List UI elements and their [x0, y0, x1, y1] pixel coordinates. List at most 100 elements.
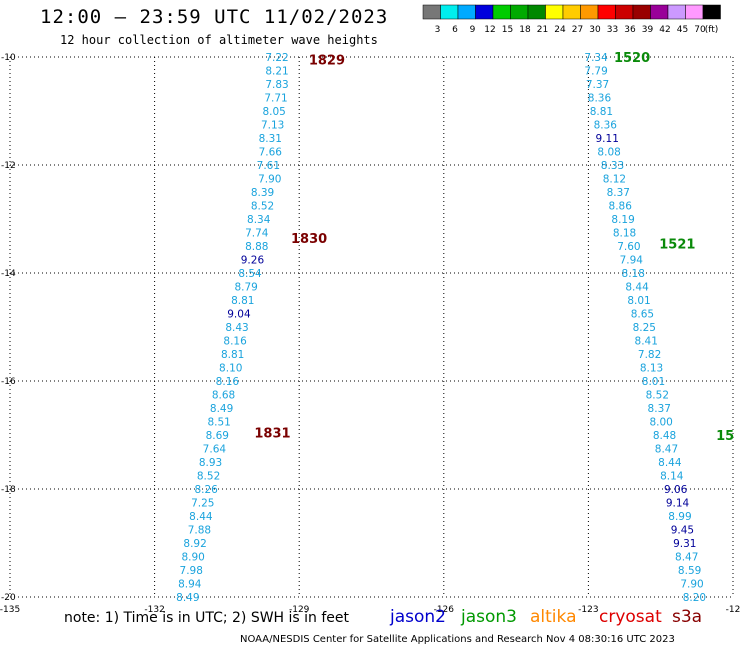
wave-height-label: 8.21: [265, 66, 288, 78]
x-tick-label: -135: [0, 605, 20, 615]
legend-tick-label: 36: [624, 25, 636, 35]
mission-label-cryosat: cryosat: [599, 607, 662, 627]
mission-label-altika: altika: [530, 607, 577, 627]
legend-tick-label: 6: [452, 25, 458, 35]
wave-height-label: 7.25: [191, 498, 214, 510]
wave-height-label: 8.47: [675, 552, 698, 564]
wave-height-label: 7.83: [265, 79, 288, 91]
color-legend: 3 6 9 12 15 18 21 24 27 30 33 36 39 42 45 70(ft): [422, 4, 721, 35]
wave-height-label: 7.88: [188, 525, 211, 537]
wave-height-label: 8.16: [216, 376, 240, 388]
wave-height-label: 8.08: [597, 147, 620, 159]
x-tick-label: -132: [144, 605, 164, 615]
wave-height-label: 8.47: [655, 444, 678, 456]
wave-height-label: 7.34: [584, 52, 608, 64]
wave-height-label: 8.81: [231, 295, 254, 307]
wave-height-label: 8.69: [206, 430, 229, 442]
wave-height-label: 8.19: [611, 214, 634, 226]
pass-time-label: 1829: [309, 54, 345, 69]
legend-tick-label: 45: [677, 25, 688, 35]
wave-height-label: 7.98: [180, 565, 203, 577]
wave-height-label: 8.59: [678, 565, 701, 577]
pass-time-label: 15: [716, 429, 734, 444]
wave-height-label: 7.37: [586, 79, 609, 91]
x-tick-label: -126: [434, 605, 455, 615]
footnote: note: 1) Time is in UTC; 2) SWH is in fe…: [64, 610, 350, 626]
y-tick-label: -14: [1, 269, 16, 279]
wave-height-label: 8.68: [212, 390, 235, 402]
pass-time-label: 1831: [254, 426, 290, 441]
wave-height-label: 8.18: [613, 228, 636, 240]
wave-height-label: 8.54: [238, 268, 262, 280]
y-tick-label: -18: [1, 485, 16, 495]
x-tick-label: -123: [578, 605, 598, 615]
wave-height-label: 8.86: [609, 201, 633, 213]
wave-height-label: 9.45: [671, 525, 694, 537]
wave-height-label: 8.44: [189, 511, 213, 523]
legend-tick-label: 24: [554, 25, 566, 35]
mission-label-jason2: jason2: [390, 607, 446, 627]
wave-height-label: 8.36: [588, 93, 612, 105]
wave-height-label: 9.04: [227, 309, 251, 321]
wave-height-label: 8.33: [601, 160, 624, 172]
wave-height-label: 7.13: [261, 120, 284, 132]
legend-tick-label: 9: [470, 25, 476, 35]
wave-height-label: 8.41: [635, 336, 658, 348]
wave-height-label: 7.90: [258, 174, 281, 186]
wave-height-label: 7.82: [638, 349, 661, 361]
wave-height-label: 8.37: [607, 187, 630, 199]
wave-height-label: 7.60: [617, 241, 640, 253]
wave-height-label: 7.79: [584, 66, 607, 78]
legend-unit-label: (ft): [705, 25, 719, 35]
wave-height-label: 8.99: [668, 511, 691, 523]
credit-line: NOAA/NESDIS Center for Satellite Applica…: [240, 634, 675, 645]
wave-height-label: 8.26: [194, 484, 218, 496]
wave-height-label: 7.71: [264, 93, 287, 105]
wave-height-label: 8.10: [219, 363, 242, 375]
wave-height-label: 7.22: [265, 52, 288, 64]
legend-tick-label: 70: [694, 25, 706, 35]
wave-height-label: 8.31: [259, 133, 282, 145]
mission-label-jason3: jason3: [461, 607, 517, 627]
map-subtitle: 12 hour collection of altimeter wave hei…: [60, 33, 378, 47]
mission-label-s3a: s3a: [672, 607, 703, 627]
y-tick-label: -20: [1, 593, 16, 603]
wave-height-label: 7.61: [257, 160, 280, 172]
wave-height-label: 8.81: [590, 106, 613, 118]
legend-tick-label: 42: [659, 25, 670, 35]
wave-height-label: 8.34: [247, 214, 271, 226]
wave-height-label: 7.74: [245, 228, 269, 240]
wave-height-label: 8.05: [262, 106, 285, 118]
wave-height-label: 8.37: [648, 403, 671, 415]
wave-height-label: 8.39: [251, 187, 274, 199]
legend-tick-label: 12: [484, 25, 495, 35]
wave-height-label: 9.26: [241, 255, 265, 267]
wave-height-label: 8.25: [633, 322, 656, 334]
wave-height-label: 7.90: [680, 579, 703, 591]
wave-height-label: 8.94: [178, 579, 202, 591]
x-tick-label: -129: [289, 605, 310, 615]
wave-height-label: 8.52: [197, 471, 220, 483]
legend-tick-label: 27: [572, 25, 583, 35]
wave-height-label: 9.11: [596, 133, 619, 145]
legend-tick-label: 30: [589, 25, 601, 35]
wave-height-label: 8.44: [625, 282, 649, 294]
wave-height-label: 8.92: [183, 538, 206, 550]
wave-height-label: 7.66: [259, 147, 283, 159]
pass-time-label: 1520: [614, 51, 650, 66]
wave-height-label: 8.52: [251, 201, 274, 213]
y-tick-label: -12: [1, 161, 16, 171]
pass-time-label: 1521: [659, 237, 695, 252]
wave-height-label: 8.01: [642, 376, 665, 388]
wave-height-label: 8.14: [660, 471, 684, 483]
wave-height-label: 8.49: [210, 403, 233, 415]
legend-tick-label: 39: [642, 25, 654, 35]
wave-height-label: 8.43: [225, 322, 248, 334]
legend-tick-label: 15: [502, 25, 513, 35]
wave-height-label: 9.06: [664, 484, 688, 496]
x-tick-label: -12: [726, 605, 740, 615]
wave-height-label: 8.44: [658, 457, 682, 469]
legend-tick-label: 18: [519, 25, 531, 35]
y-tick-label: -16: [1, 377, 16, 387]
